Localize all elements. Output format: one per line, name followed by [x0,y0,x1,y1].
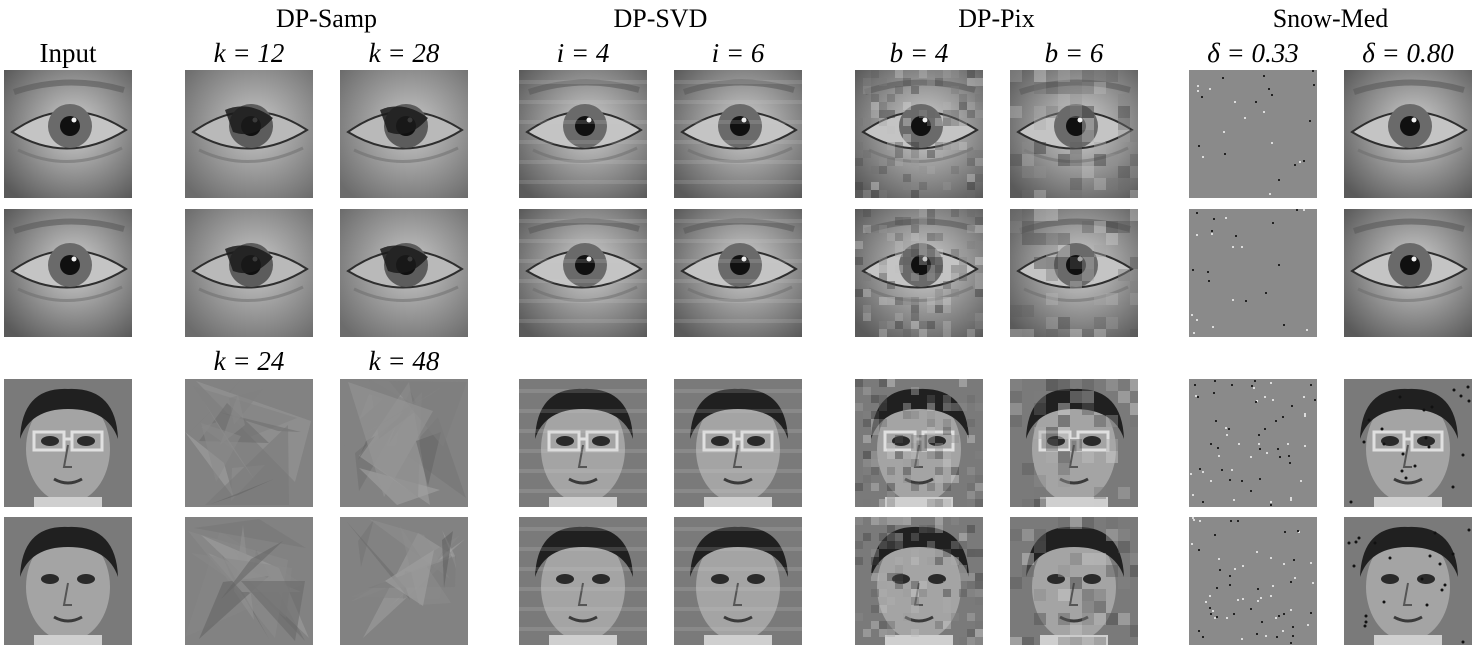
image-face-snow-med-high [1344,517,1472,645]
image-graphic [1344,70,1472,198]
image-graphic [855,209,983,337]
image-face-dp-samp [340,517,468,645]
image-eye-dp-pix [1010,70,1138,198]
image-graphic [185,70,313,198]
image-graphic [340,70,468,198]
image-graphic [855,70,983,198]
image-graphic [1344,379,1472,507]
image-face-snow-med-high [1344,379,1472,507]
image-graphic [4,517,132,645]
param-label-k12: k = 12 [213,38,285,68]
image-graphic [1010,379,1138,507]
image-graphic [519,209,647,337]
image-face-input [4,517,132,645]
image-eye-dp-pix [855,70,983,198]
param-label-k48: k = 48 [368,346,440,376]
image-eye-dp-samp [340,70,468,198]
image-face-dp-svd [519,517,647,645]
image-graphic [340,379,468,507]
image-face-dp-svd [674,379,802,507]
image-graphic [4,209,132,337]
image-graphic [674,379,802,507]
image-eye-dp-samp [185,70,313,198]
image-eye-dp-svd [674,209,802,337]
image-graphic [519,70,647,198]
image-face-dp-pix [1010,379,1138,507]
image-eye-input [4,209,132,337]
image-graphic [1189,379,1317,507]
image-face-dp-pix [1010,517,1138,645]
image-eye-dp-svd [674,70,802,198]
image-graphic [185,209,313,337]
image-graphic [519,517,647,645]
image-graphic [855,379,983,507]
image-graphic [1010,517,1138,645]
image-face-dp-samp [185,379,313,507]
dp-pix-group-label: DP-Pix [958,4,1035,33]
image-graphic [855,517,983,645]
image-graphic [674,70,802,198]
input-column-label: Input [39,38,97,68]
image-face-dp-samp [185,517,313,645]
image-eye-dp-svd [519,70,647,198]
param-label-i4: i = 4 [556,38,610,68]
image-eye-input [4,70,132,198]
image-face-snow-med-low [1189,517,1317,645]
image-eye-dp-pix [1010,209,1138,337]
param-label-delta-080: δ = 0.80 [1362,38,1454,68]
param-label-k28: k = 28 [368,38,440,68]
image-graphic [1344,517,1472,645]
image-graphic [185,517,313,645]
image-graphic [1010,209,1138,337]
param-label-b4: b = 4 [889,38,949,68]
param-label-k24: k = 24 [213,346,285,376]
image-face-dp-pix [855,379,983,507]
image-eye-dp-samp [340,209,468,337]
image-eye-dp-svd [519,209,647,337]
image-graphic [519,379,647,507]
image-graphic [1189,70,1317,198]
image-face-dp-svd [674,517,802,645]
image-graphic [1010,70,1138,198]
image-graphic [1344,209,1472,337]
image-graphic [4,70,132,198]
image-eye-dp-pix [855,209,983,337]
image-face-dp-pix [855,517,983,645]
image-graphic [185,379,313,507]
dp-svd-group-label: DP-SVD [613,4,708,33]
image-face-dp-svd [519,379,647,507]
dp-samp-group-label: DP-Samp [275,4,378,33]
image-eye-snow-med-low [1189,70,1317,198]
image-graphic [1189,517,1317,645]
image-face-dp-samp [340,379,468,507]
snow-med-group-label: Snow-Med [1272,4,1389,33]
image-eye-snow-med-low [1189,209,1317,337]
image-eye-dp-samp [185,209,313,337]
image-graphic [674,517,802,645]
param-label-delta-033: δ = 0.33 [1207,38,1299,68]
image-face-snow-med-low [1189,379,1317,507]
image-eye-snow-med-high [1344,70,1472,198]
image-graphic [674,209,802,337]
image-graphic [1189,209,1317,337]
image-face-input [4,379,132,507]
image-eye-snow-med-high [1344,209,1472,337]
param-label-b6: b = 6 [1044,38,1104,68]
image-graphic [4,379,132,507]
image-graphic [340,517,468,645]
image-graphic [340,209,468,337]
param-label-i6: i = 6 [711,38,765,68]
